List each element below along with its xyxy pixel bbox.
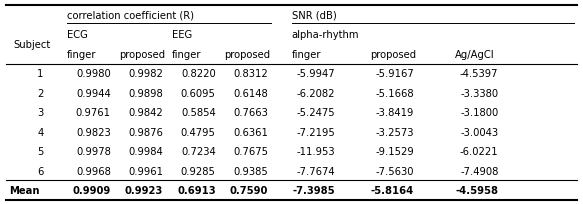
Text: -3.2573: -3.2573 bbox=[375, 127, 414, 137]
Text: finger: finger bbox=[172, 50, 202, 60]
Text: 0.8312: 0.8312 bbox=[233, 69, 268, 79]
Text: 0.7675: 0.7675 bbox=[233, 146, 268, 156]
Text: Mean: Mean bbox=[9, 185, 39, 195]
Text: 1: 1 bbox=[37, 69, 44, 79]
Text: 0.9980: 0.9980 bbox=[76, 69, 111, 79]
Text: correlation coefficient (R): correlation coefficient (R) bbox=[67, 11, 194, 21]
Text: -3.3380: -3.3380 bbox=[461, 88, 498, 98]
Text: -7.7674: -7.7674 bbox=[297, 166, 335, 176]
Text: -4.5958: -4.5958 bbox=[455, 185, 498, 195]
Text: ECG: ECG bbox=[67, 30, 88, 40]
Text: proposed: proposed bbox=[224, 50, 271, 60]
Text: finger: finger bbox=[67, 50, 97, 60]
Text: 0.5854: 0.5854 bbox=[181, 108, 216, 118]
Text: 0.9923: 0.9923 bbox=[125, 185, 163, 195]
Text: finger: finger bbox=[292, 50, 321, 60]
Text: -7.3985: -7.3985 bbox=[293, 185, 335, 195]
Text: 0.7590: 0.7590 bbox=[230, 185, 268, 195]
Text: 0.9984: 0.9984 bbox=[128, 146, 163, 156]
Text: 0.9876: 0.9876 bbox=[128, 127, 163, 137]
Text: 0.9944: 0.9944 bbox=[76, 88, 111, 98]
Text: alpha-rhythm: alpha-rhythm bbox=[292, 30, 359, 40]
Text: -5.1668: -5.1668 bbox=[375, 88, 414, 98]
Text: 0.9909: 0.9909 bbox=[72, 185, 111, 195]
Text: proposed: proposed bbox=[120, 50, 166, 60]
Text: 4: 4 bbox=[37, 127, 44, 137]
Text: -5.9167: -5.9167 bbox=[375, 69, 414, 79]
Text: proposed: proposed bbox=[370, 50, 416, 60]
Text: 0.9285: 0.9285 bbox=[181, 166, 216, 176]
Text: 0.6148: 0.6148 bbox=[233, 88, 268, 98]
Text: -3.0043: -3.0043 bbox=[461, 127, 498, 137]
Text: -6.2082: -6.2082 bbox=[297, 88, 335, 98]
Text: 0.9961: 0.9961 bbox=[128, 166, 163, 176]
Text: -3.1800: -3.1800 bbox=[460, 108, 498, 118]
Text: 3: 3 bbox=[37, 108, 44, 118]
Text: 0.6913: 0.6913 bbox=[177, 185, 216, 195]
Text: 0.6095: 0.6095 bbox=[181, 88, 216, 98]
Text: EEG: EEG bbox=[172, 30, 192, 40]
Text: -11.953: -11.953 bbox=[297, 146, 335, 156]
Text: 0.7663: 0.7663 bbox=[233, 108, 268, 118]
Text: 0.4795: 0.4795 bbox=[181, 127, 216, 137]
Text: 0.9898: 0.9898 bbox=[128, 88, 163, 98]
Text: 0.7234: 0.7234 bbox=[181, 146, 216, 156]
Text: -5.9947: -5.9947 bbox=[297, 69, 335, 79]
Text: 0.9982: 0.9982 bbox=[128, 69, 163, 79]
Text: Ag/AgCl: Ag/AgCl bbox=[455, 50, 494, 60]
Text: 0.6361: 0.6361 bbox=[233, 127, 268, 137]
Text: 0.9842: 0.9842 bbox=[128, 108, 163, 118]
Text: -9.1529: -9.1529 bbox=[375, 146, 414, 156]
Text: 0.9761: 0.9761 bbox=[76, 108, 111, 118]
Text: 0.9968: 0.9968 bbox=[76, 166, 111, 176]
Text: -5.8164: -5.8164 bbox=[371, 185, 414, 195]
Text: 0.9823: 0.9823 bbox=[76, 127, 111, 137]
Text: 0.9978: 0.9978 bbox=[76, 146, 111, 156]
Text: -4.5397: -4.5397 bbox=[460, 69, 498, 79]
Text: -7.5630: -7.5630 bbox=[375, 166, 414, 176]
Text: -7.4908: -7.4908 bbox=[460, 166, 498, 176]
Text: 5: 5 bbox=[37, 146, 44, 156]
Text: 2: 2 bbox=[37, 88, 44, 98]
Text: -6.0221: -6.0221 bbox=[460, 146, 498, 156]
Text: 6: 6 bbox=[37, 166, 44, 176]
Text: 0.9385: 0.9385 bbox=[233, 166, 268, 176]
Text: 0.8220: 0.8220 bbox=[181, 69, 216, 79]
Text: Subject: Subject bbox=[13, 40, 51, 50]
Text: -7.2195: -7.2195 bbox=[297, 127, 335, 137]
Text: SNR (dB): SNR (dB) bbox=[292, 11, 336, 21]
Text: -5.2475: -5.2475 bbox=[297, 108, 335, 118]
Text: -3.8419: -3.8419 bbox=[375, 108, 414, 118]
